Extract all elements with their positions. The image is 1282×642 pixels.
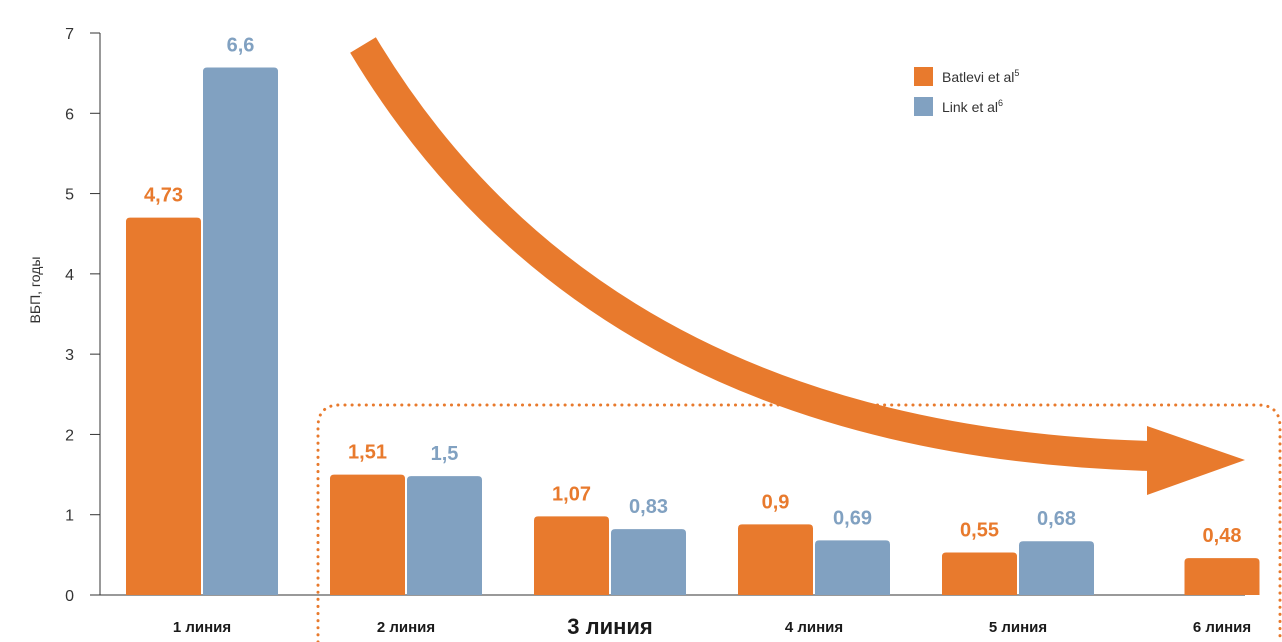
bar-link <box>1019 541 1094 595</box>
y-axis: 0 1 2 3 4 5 6 7 <box>65 26 101 605</box>
legend-label-link: Link et al6 <box>942 98 1003 115</box>
bar-batlevi <box>330 474 405 595</box>
bar-value-label: 0,55 <box>960 519 999 541</box>
bar-value-label: 0,69 <box>833 507 872 529</box>
bar-value-label: 0,9 <box>762 491 790 513</box>
x-tick-label: 6 линия <box>1193 619 1251 636</box>
bar-batlevi <box>126 217 201 595</box>
bar-value-label: 1,07 <box>552 483 591 505</box>
legend-swatch-batlevi <box>914 67 933 86</box>
bar-value-label: 4,73 <box>144 185 183 207</box>
bar-value-label: 0,83 <box>629 496 668 518</box>
x-tick-label: 2 линия <box>377 619 435 636</box>
y-tick-label: 6 <box>65 106 74 123</box>
bar-link <box>407 476 482 595</box>
y-axis-ticks: 0 1 2 3 4 5 6 7 <box>65 26 100 605</box>
legend-swatch-link <box>914 97 933 116</box>
y-tick-label: 3 <box>65 347 74 364</box>
y-tick-label: 1 <box>65 508 74 525</box>
bar-value-label: 0,48 <box>1203 525 1242 547</box>
bar-value-label: 0,68 <box>1037 508 1076 530</box>
bar-value-label: 1,5 <box>431 443 459 465</box>
legend-label-batlevi: Batlevi et al5 <box>942 68 1019 85</box>
trend-arrow-body <box>350 37 1151 471</box>
bar-batlevi <box>942 552 1017 595</box>
y-tick-label: 7 <box>65 26 74 43</box>
trend-arrow <box>350 37 1245 495</box>
bar-link <box>611 529 686 595</box>
bar-batlevi <box>738 524 813 595</box>
bar-link <box>203 67 278 596</box>
bar-value-label: 6,6 <box>227 35 255 57</box>
y-tick-label: 4 <box>65 267 74 284</box>
legend: Batlevi et al5 Link et al6 <box>914 67 1019 116</box>
bars-group: 4,73 6,6 1 линия 1,51 1,5 2 линия 1,07 0,83 3 ли… <box>126 35 1260 639</box>
y-tick-label: 2 <box>65 427 74 444</box>
x-tick-label: 5 линия <box>989 619 1047 636</box>
trend-arrow-head <box>1147 426 1245 495</box>
bar-batlevi <box>1184 558 1260 595</box>
bar-batlevi <box>534 516 609 595</box>
x-tick-label: 1 линия <box>173 619 231 636</box>
x-tick-label: 4 линия <box>785 619 843 636</box>
bar-value-label: 1,51 <box>348 442 387 464</box>
bar-link <box>815 540 890 595</box>
y-axis-label: ВБП, годы <box>27 257 43 324</box>
y-tick-label: 5 <box>65 187 74 204</box>
x-tick-label: 3 линия <box>567 614 653 639</box>
y-tick-label: 0 <box>65 588 74 605</box>
